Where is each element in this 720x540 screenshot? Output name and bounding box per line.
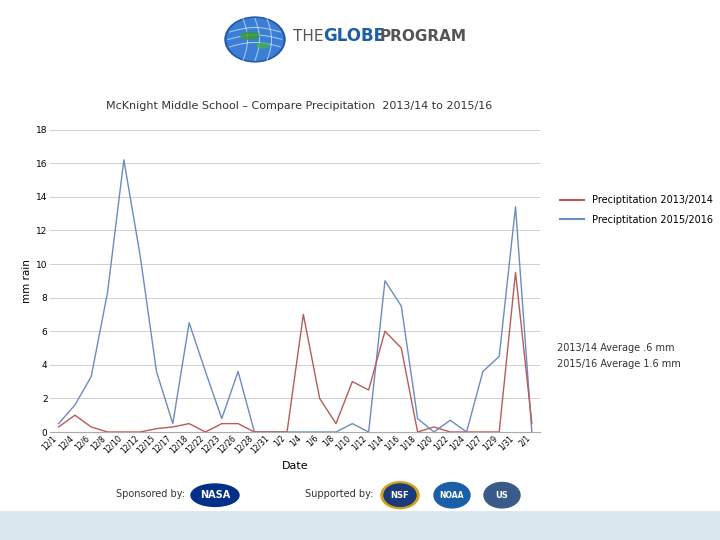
Ellipse shape [381, 482, 419, 509]
Circle shape [225, 17, 285, 62]
Text: PROGRAM: PROGRAM [380, 29, 467, 44]
Ellipse shape [191, 484, 239, 507]
Text: THE: THE [293, 29, 323, 44]
Text: McKnight Middle School – Compare Precipitation  2013/14 to 2015/16: McKnight Middle School – Compare Precipi… [106, 100, 492, 111]
Ellipse shape [384, 484, 416, 507]
Ellipse shape [257, 43, 269, 48]
Legend: Preciptitation 2013/2014, Preciptitation 2015/2016: Preciptitation 2013/2014, Preciptitation… [559, 195, 713, 225]
Text: NSF: NSF [391, 491, 409, 500]
Text: NOAA: NOAA [440, 491, 464, 500]
Circle shape [227, 18, 283, 60]
Text: GLOBE: GLOBE [323, 28, 385, 45]
Text: US: US [495, 491, 508, 500]
Text: 2015/16 Average 1.6 mm: 2015/16 Average 1.6 mm [557, 359, 680, 369]
Text: 2013/14 Average .6 mm: 2013/14 Average .6 mm [557, 343, 674, 353]
Ellipse shape [434, 483, 470, 508]
Text: Supported by:: Supported by: [305, 489, 374, 499]
X-axis label: Date: Date [282, 461, 308, 471]
Ellipse shape [484, 483, 520, 508]
Text: NASA: NASA [200, 490, 230, 500]
FancyBboxPatch shape [0, 511, 720, 540]
Ellipse shape [241, 32, 259, 39]
Text: Sponsored by:: Sponsored by: [116, 489, 185, 499]
Y-axis label: mm rain: mm rain [22, 259, 32, 303]
